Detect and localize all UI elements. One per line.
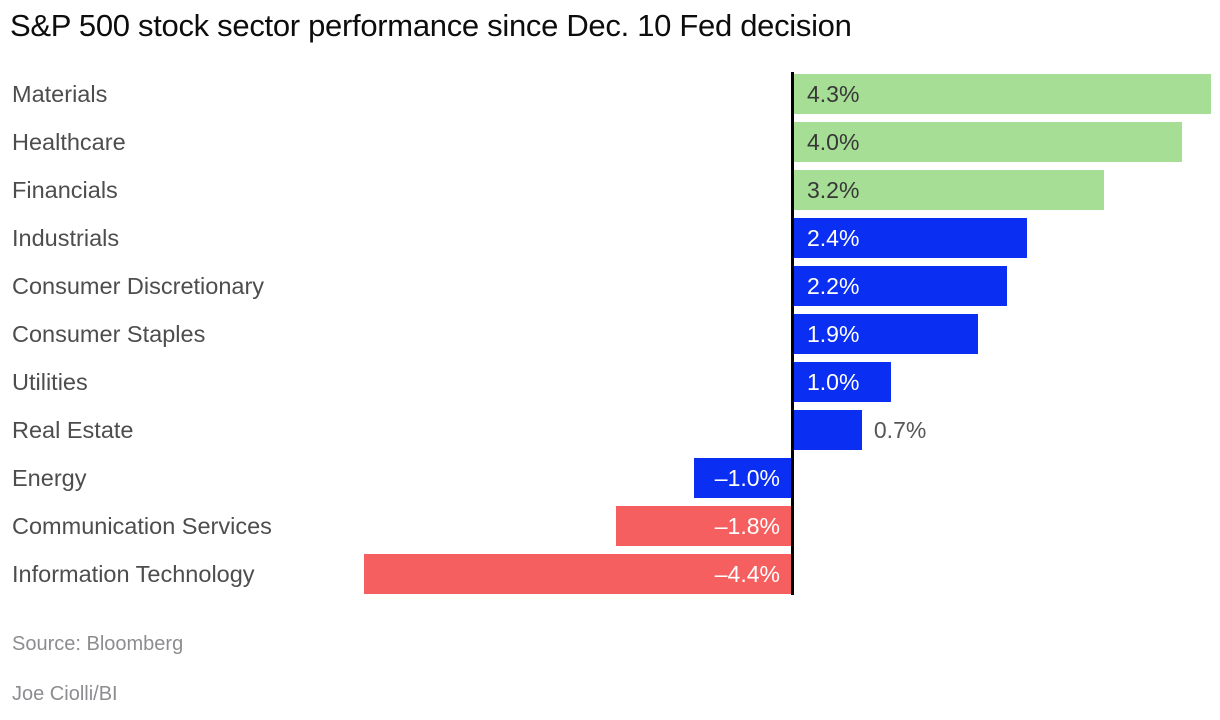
chart-title: S&P 500 stock sector performance since D… — [10, 8, 852, 43]
category-label-energy: Energy — [12, 465, 87, 491]
category-label-information-technology: Information Technology — [12, 561, 255, 587]
bar-consumer-staples: 1.9% — [794, 314, 979, 354]
bar-energy: –1.0% — [694, 458, 791, 498]
category-label-healthcare: Healthcare — [12, 129, 126, 155]
bar-financials: 3.2% — [794, 170, 1105, 210]
bar-information-technology: –4.4% — [364, 554, 791, 594]
bar-consumer-discretionary: 2.2% — [794, 266, 1008, 306]
value-label-communication-services: –1.8% — [714, 512, 780, 539]
plot-area: Materials 4.3% Healthcare 4.0% Financials 3.2… — [12, 72, 1212, 595]
category-label-consumer-staples: Consumer Staples — [12, 321, 206, 347]
category-label-utilities: Utilities — [12, 369, 88, 395]
category-label-industrials: Industrials — [12, 225, 120, 251]
value-label-real-estate: 0.7% — [873, 417, 927, 443]
category-label-consumer-discretionary: Consumer Discretionary — [12, 273, 265, 299]
category-label-real-estate: Real Estate — [12, 417, 134, 443]
value-label-industrials: 2.4% — [807, 224, 860, 251]
bar-healthcare: 4.0% — [794, 122, 1182, 162]
category-label-communication-services: Communication Services — [12, 513, 272, 539]
bar-utilities: 1.0% — [794, 362, 891, 402]
author-byline: Joe Ciolli/BI — [12, 683, 118, 705]
bar-materials: 4.3% — [794, 74, 1212, 114]
bar-industrials: 2.4% — [794, 218, 1027, 258]
bar-communication-services: –1.8% — [616, 506, 791, 546]
source-credit: Source: Bloomberg — [12, 633, 184, 655]
value-label-financials: 3.2% — [807, 176, 860, 203]
value-label-consumer-discretionary: 2.2% — [807, 272, 860, 299]
category-label-financials: Financials — [12, 177, 118, 203]
value-label-utilities: 1.0% — [807, 368, 860, 395]
value-label-information-technology: –4.4% — [714, 560, 780, 587]
bar-real-estate — [794, 410, 862, 450]
value-label-healthcare: 4.0% — [807, 128, 860, 155]
value-label-energy: –1.0% — [714, 464, 780, 491]
value-label-consumer-staples: 1.9% — [807, 320, 860, 347]
zero-baseline-axis — [791, 72, 794, 595]
category-label-materials: Materials — [12, 81, 108, 107]
value-label-materials: 4.3% — [807, 80, 860, 107]
